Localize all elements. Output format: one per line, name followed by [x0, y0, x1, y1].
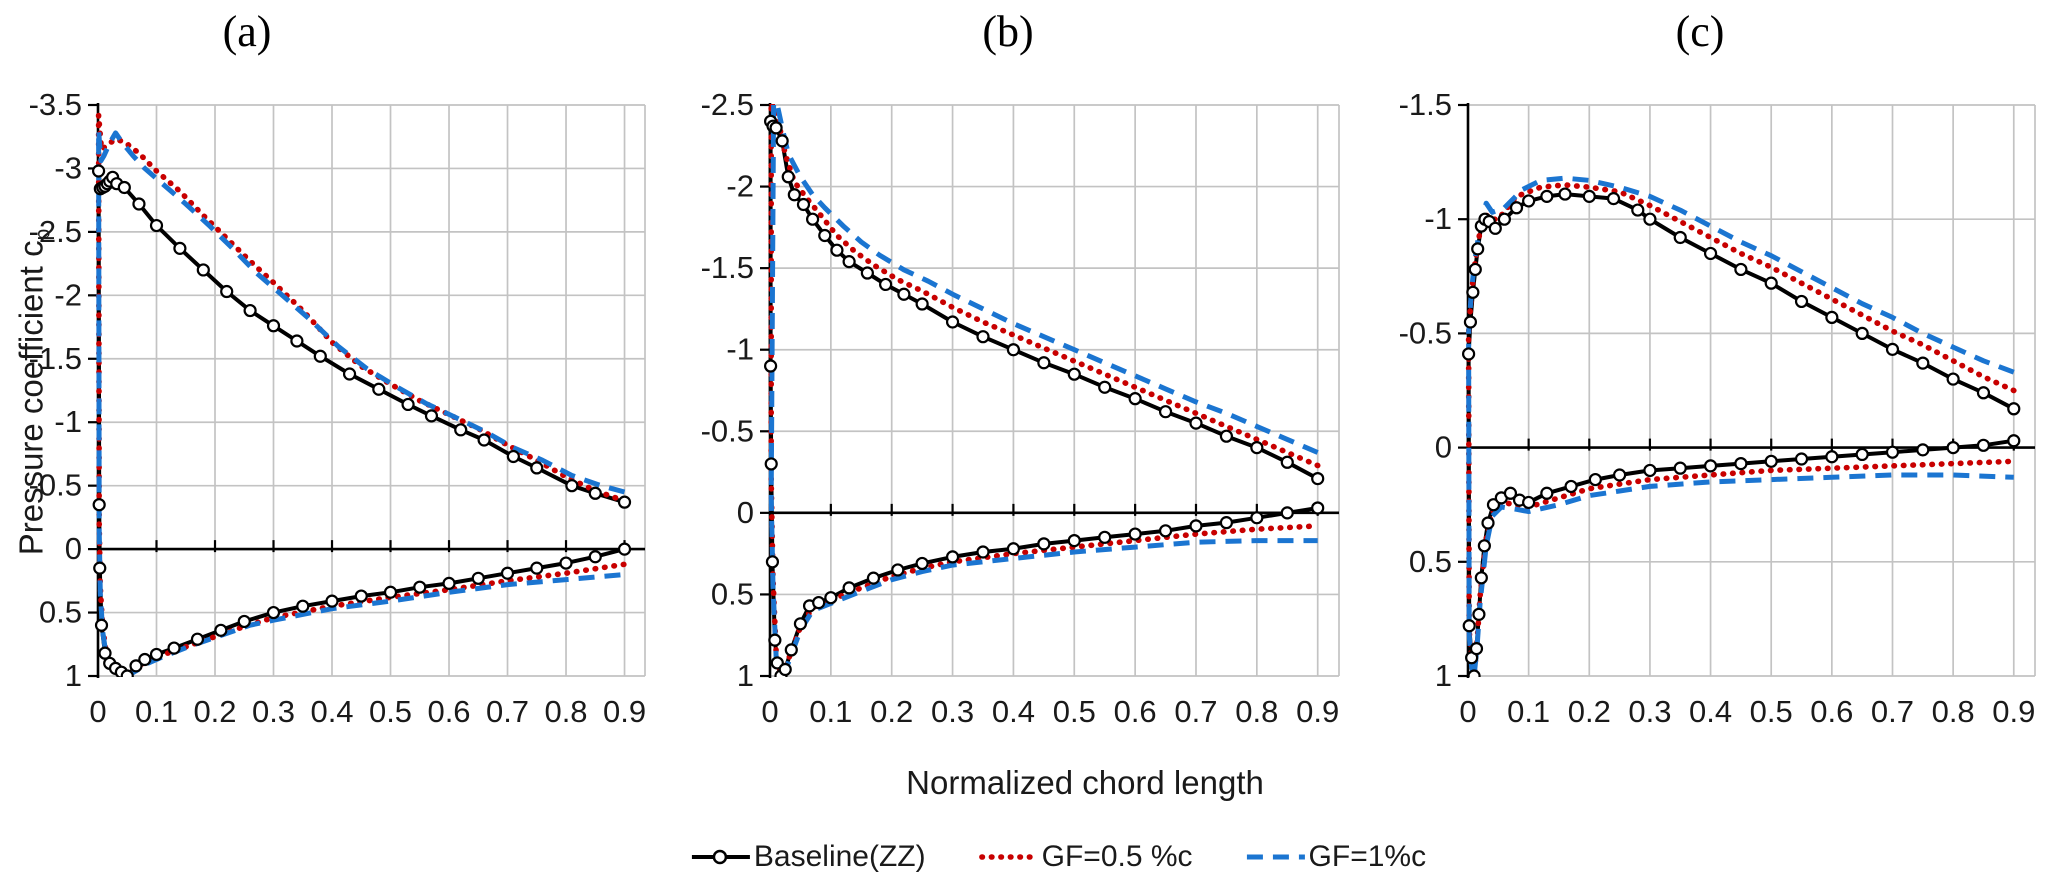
svg-text:-1: -1 [1424, 201, 1452, 236]
svg-text:0.4: 0.4 [992, 694, 1035, 729]
svg-text:0.3: 0.3 [1628, 694, 1671, 729]
legend-label-gf05: GF=0.5 %c [1041, 840, 1193, 873]
svg-text:0: 0 [761, 694, 778, 729]
svg-text:-1: -1 [54, 404, 82, 439]
svg-text:-3: -3 [54, 150, 82, 185]
svg-text:-1.5: -1.5 [1399, 87, 1452, 122]
svg-text:0.1: 0.1 [1507, 694, 1550, 729]
svg-text:0.3: 0.3 [252, 694, 295, 729]
svg-text:0.5: 0.5 [1053, 694, 1096, 729]
svg-text:0.5: 0.5 [39, 595, 82, 630]
svg-text:0: 0 [1459, 694, 1476, 729]
legend: Baseline(ZZ) GF=0.5 %c GF=1%c [690, 840, 1426, 874]
svg-text:0.2: 0.2 [1568, 694, 1611, 729]
x-axis-title: Normalized chord length [906, 764, 1264, 801]
svg-text:0: 0 [1435, 430, 1452, 465]
svg-text:0.7: 0.7 [1871, 694, 1914, 729]
svg-text:0.2: 0.2 [193, 694, 236, 729]
y-axis-title-text: Pressure coefficient c [12, 240, 50, 556]
svg-text:-3.5: -3.5 [29, 87, 82, 122]
panel-c-title: (c) [1675, 7, 1725, 56]
svg-text:-2: -2 [54, 277, 82, 312]
dashed-line-icon [1246, 854, 1305, 860]
svg-text:0.1: 0.1 [809, 694, 852, 729]
y-axis-title-subscript: p [31, 228, 55, 241]
svg-text:0.7: 0.7 [486, 694, 529, 729]
svg-text:-1.5: -1.5 [29, 341, 82, 376]
svg-text:0.4: 0.4 [310, 694, 353, 729]
y-axis-title: Pressure coefficient cp [13, 229, 56, 556]
svg-text:-0.5: -0.5 [1399, 315, 1452, 350]
svg-text:0.4: 0.4 [1689, 694, 1732, 729]
svg-text:0.8: 0.8 [1932, 694, 1975, 729]
svg-text:-2.5: -2.5 [701, 87, 754, 122]
svg-text:0.8: 0.8 [544, 694, 587, 729]
legend-label-baseline: Baseline(ZZ) [753, 840, 926, 873]
panel-a-title: (a) [222, 7, 272, 56]
svg-text:0.5: 0.5 [1409, 544, 1452, 579]
legend-item-gf1: GF=1%c [1245, 840, 1427, 874]
svg-text:-1: -1 [726, 332, 754, 367]
svg-text:1: 1 [1435, 658, 1452, 693]
svg-text:-0.5: -0.5 [29, 468, 82, 503]
svg-text:0.8: 0.8 [1235, 694, 1278, 729]
svg-text:0.9: 0.9 [1296, 694, 1339, 729]
svg-text:-0.5: -0.5 [701, 413, 754, 448]
svg-text:-2.5: -2.5 [29, 214, 82, 249]
baseline-line-marker-icon [691, 849, 750, 865]
svg-text:0.6: 0.6 [1810, 694, 1853, 729]
svg-text:0: 0 [89, 694, 106, 729]
svg-text:-1.5: -1.5 [701, 250, 754, 285]
svg-text:0.2: 0.2 [870, 694, 913, 729]
legend-item-gf05: GF=0.5 %c [978, 840, 1193, 874]
svg-text:1: 1 [65, 658, 82, 693]
svg-text:0.9: 0.9 [1992, 694, 2035, 729]
svg-text:0.9: 0.9 [603, 694, 646, 729]
svg-text:0.3: 0.3 [931, 694, 974, 729]
svg-text:1: 1 [737, 658, 754, 693]
legend-item-baseline: Baseline(ZZ) [690, 840, 926, 874]
svg-text:-2: -2 [726, 169, 754, 204]
legend-label-gf1: GF=1%c [1308, 840, 1427, 873]
svg-text:0.5: 0.5 [1750, 694, 1793, 729]
svg-text:0: 0 [65, 531, 82, 566]
svg-text:0.5: 0.5 [711, 576, 754, 611]
panel-b-title: (b) [982, 7, 1034, 56]
svg-text:0: 0 [737, 495, 754, 530]
svg-text:0.5: 0.5 [369, 694, 412, 729]
svg-text:0.6: 0.6 [427, 694, 470, 729]
svg-text:0.1: 0.1 [135, 694, 178, 729]
svg-text:0.7: 0.7 [1174, 694, 1217, 729]
svg-text:0.6: 0.6 [1114, 694, 1157, 729]
dotted-line-icon [978, 854, 1039, 860]
